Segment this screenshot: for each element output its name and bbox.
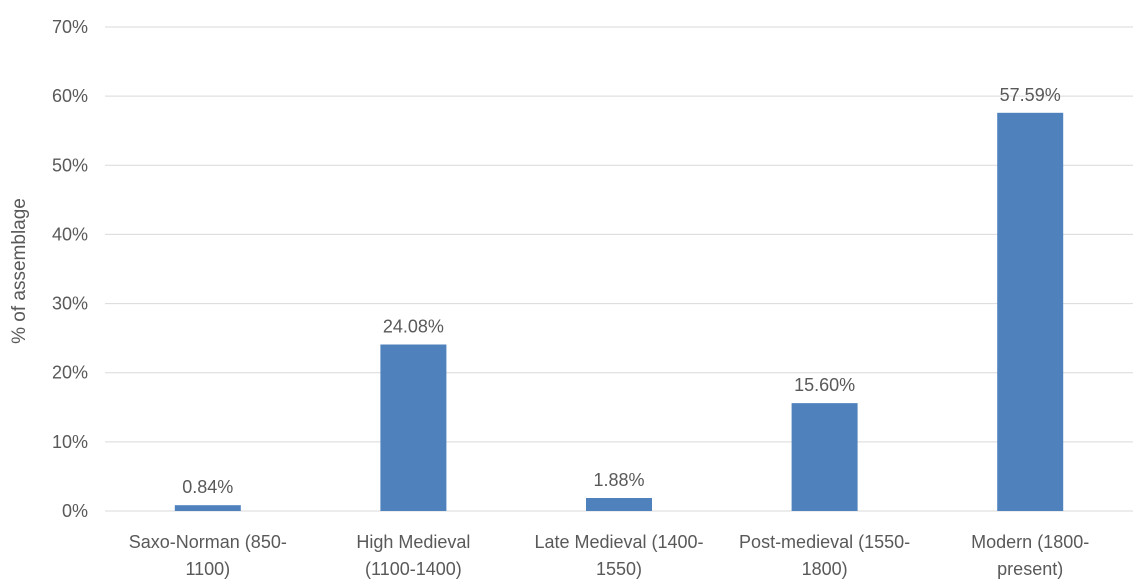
y-tick-label: 60% [52,86,88,106]
bars [174,112,1064,512]
x-category-label-line: (1100-1400) [365,559,462,579]
x-category-label: Saxo-Norman (850- 1100) [129,532,287,579]
y-axis-title: % of assemblage [9,198,30,344]
data-label: 15.60% [794,375,855,395]
y-tick-label: 40% [52,224,88,244]
x-category-label-line: 1100) [185,559,230,579]
y-tick-label: 30% [52,294,88,314]
gridlines [105,26,1133,512]
bar [174,505,241,511]
x-category-label-line: Late Medieval (1400- [534,532,703,552]
y-tick-label: 70% [52,17,88,37]
data-label: 24.08% [383,317,444,337]
bar [791,403,858,511]
x-category-label: Post-medieval (1550- 1800) [739,532,910,579]
x-category-label-line: High Medieval [356,532,470,552]
bar [380,344,447,511]
data-label: 57.59% [1000,85,1061,105]
data-label: 0.84% [182,477,233,497]
x-category-label-line: Saxo-Norman (850- [129,532,287,552]
x-category-label-line: 1800) [802,559,848,579]
y-axis-ticks: 0% 10% 20% 30% 40% 50% 60% 70% [52,17,88,521]
x-category-label: Late Medieval (1400- 1550) [534,532,703,579]
y-tick-label: 0% [62,501,88,521]
x-category-label-line: Post-medieval (1550- [739,532,910,552]
x-category-label-line: present) [997,559,1063,579]
x-category-label: High Medieval (1100-1400) [356,532,470,579]
data-label: 1.88% [593,470,644,490]
x-category-label-line: 1550) [596,559,642,579]
bar [997,112,1064,512]
y-tick-label: 50% [52,155,88,175]
y-tick-label: 10% [52,432,88,452]
x-category-label: Modern (1800- present) [971,532,1089,579]
x-axis-categories: Saxo-Norman (850- 1100) High Medieval (1100… [129,532,1089,579]
y-tick-label: 20% [52,363,88,383]
data-labels: 0.84% 24.08% 1.88% 15.60% 57.59% [182,85,1060,497]
x-category-label-line: Modern (1800- [971,532,1089,552]
bar [586,498,652,511]
